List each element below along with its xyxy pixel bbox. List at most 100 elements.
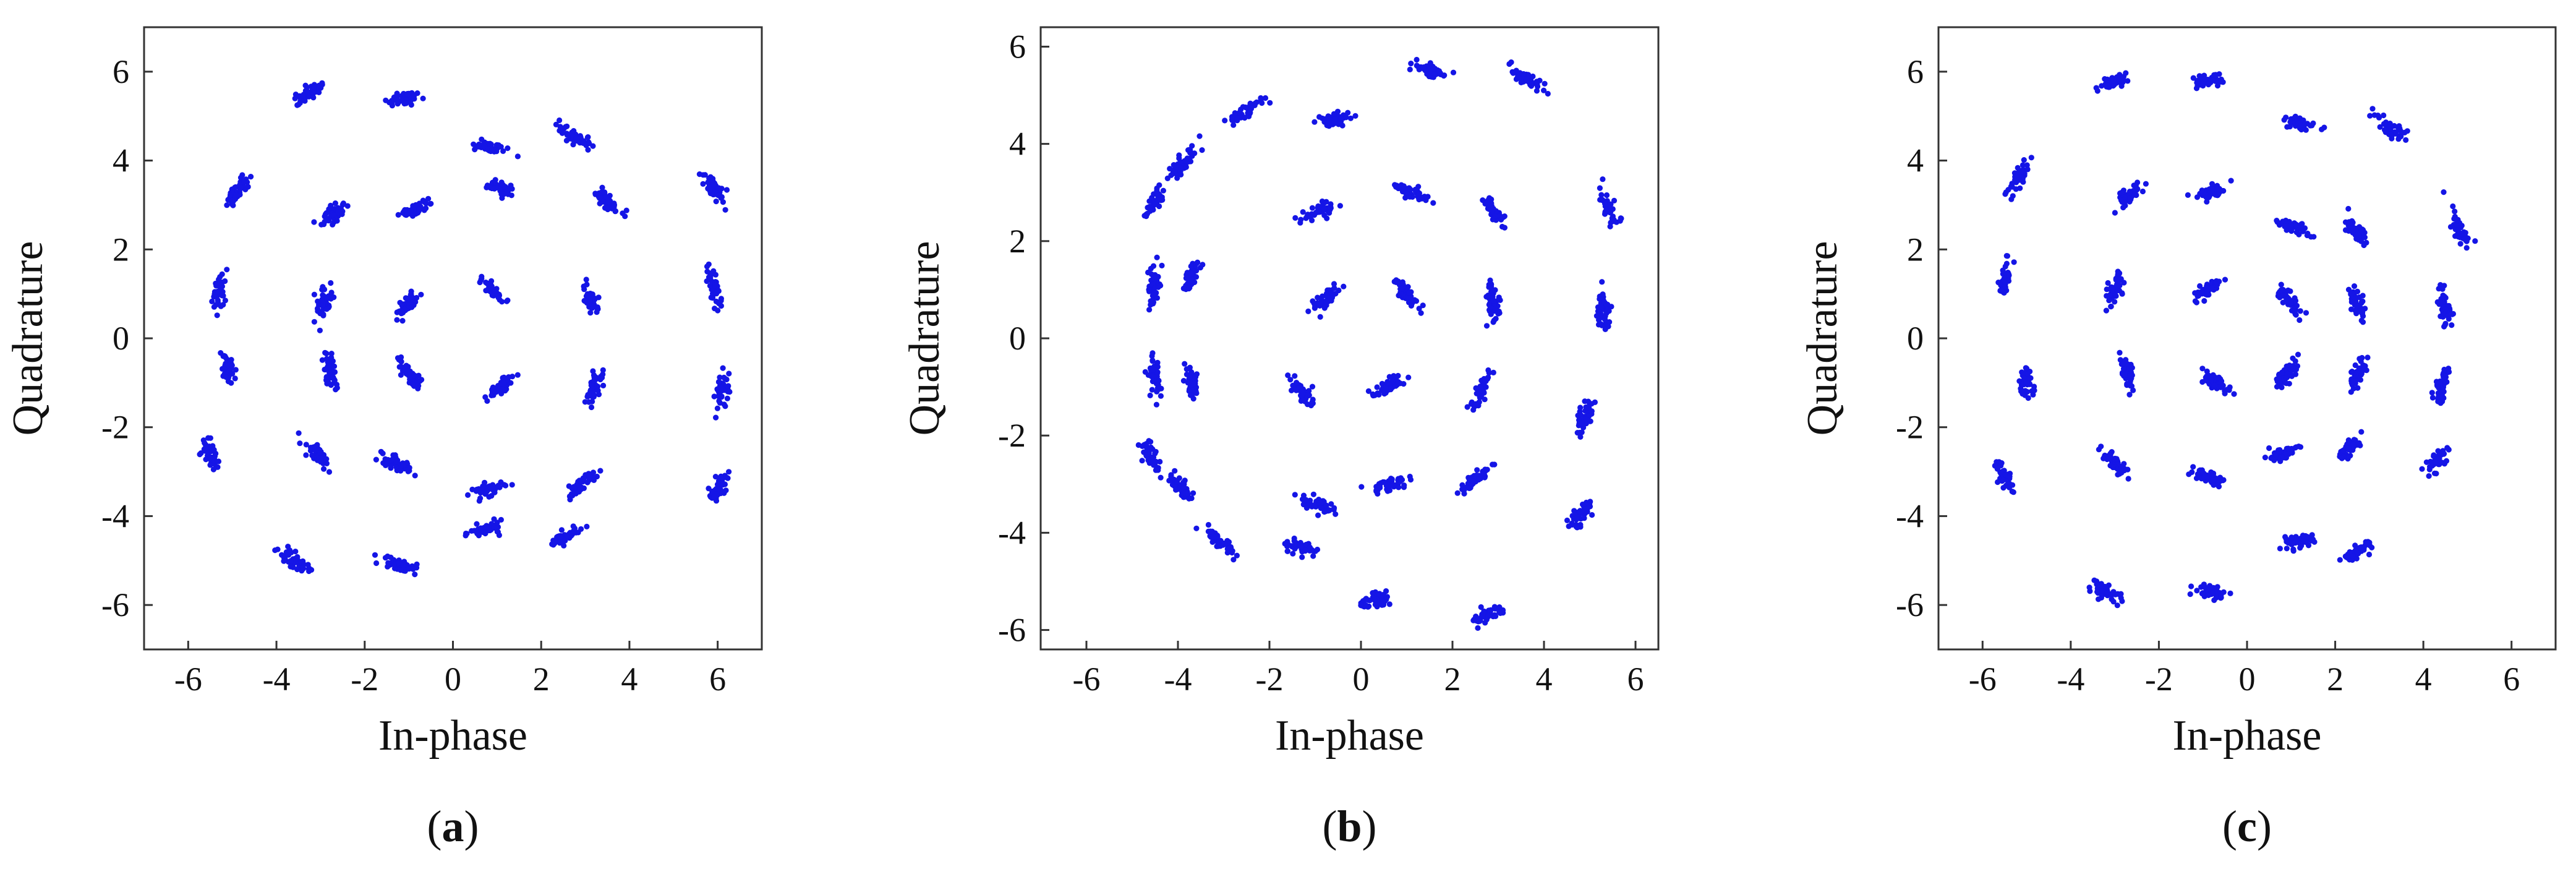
data-point: [1583, 416, 1589, 422]
data-point: [720, 482, 726, 488]
data-point: [2024, 166, 2031, 173]
data-point: [1146, 307, 1153, 313]
data-point: [321, 466, 327, 472]
cluster: [2096, 443, 2131, 482]
cluster: [224, 172, 254, 208]
cluster: [319, 349, 340, 393]
data-point: [222, 298, 228, 304]
data-point: [1148, 298, 1154, 304]
data-point: [416, 372, 422, 379]
data-point: [1376, 392, 1382, 398]
data-point: [2113, 293, 2119, 299]
data-point: [2353, 310, 2360, 317]
cluster: [2112, 179, 2149, 216]
data-point: [2337, 557, 2343, 563]
data-point: [2284, 223, 2290, 229]
data-point: [1587, 418, 1593, 424]
data-point: [237, 174, 244, 181]
data-point: [218, 285, 224, 291]
data-point: [1486, 302, 1492, 308]
data-point: [597, 195, 603, 202]
data-point: [322, 366, 328, 373]
cluster: [549, 523, 590, 549]
data-point: [217, 274, 223, 280]
data-point: [478, 525, 484, 531]
data-point: [2350, 553, 2356, 559]
data-point: [1292, 373, 1298, 379]
data-point: [1528, 81, 1534, 87]
data-point: [1998, 287, 2005, 293]
cluster: [1597, 176, 1624, 229]
data-point: [2353, 236, 2360, 242]
data-point: [2441, 323, 2447, 330]
data-point: [1174, 479, 1180, 486]
data-point: [2118, 190, 2125, 196]
data-point: [1473, 401, 1479, 407]
data-point: [1533, 88, 1540, 94]
data-point: [1302, 547, 1308, 554]
data-point: [2472, 238, 2478, 244]
data-point: [1156, 191, 1162, 197]
data-point: [294, 554, 301, 560]
data-point: [283, 549, 289, 555]
data-point: [2293, 222, 2299, 228]
data-point: [2010, 193, 2016, 199]
data-point: [1399, 279, 1405, 285]
data-point: [2350, 441, 2356, 447]
data-point: [477, 490, 484, 496]
data-point: [227, 192, 234, 199]
data-point: [2434, 299, 2441, 306]
data-point: [1406, 289, 1412, 296]
data-point: [588, 404, 595, 411]
data-point: [1284, 548, 1290, 554]
data-point: [1310, 553, 1316, 559]
panel-a: -6 -4 -2 0 2 4 6 -6 -4 -2 0 2 4 6 In-phase Quadrature (a…: [4, 26, 763, 851]
x-axis-label: In-phase: [1275, 712, 1424, 760]
data-point: [218, 303, 224, 309]
cluster: [292, 80, 325, 108]
data-point: [720, 199, 726, 205]
data-point: [1533, 79, 1540, 85]
y-tick-label: -6: [998, 612, 1026, 649]
data-point: [580, 140, 586, 146]
data-point: [1362, 597, 1368, 603]
data-point: [600, 199, 607, 205]
x-tick-label: -6: [1073, 661, 1101, 698]
data-point: [382, 456, 388, 462]
data-point: [2377, 124, 2383, 130]
data-point: [2452, 233, 2459, 239]
data-point: [398, 567, 404, 573]
data-point: [585, 147, 591, 153]
data-point: [2297, 122, 2303, 129]
data-point: [1589, 512, 1595, 518]
data-point: [712, 474, 719, 480]
data-point: [2187, 591, 2193, 597]
data-point: [2275, 293, 2281, 299]
data-point: [1185, 490, 1191, 497]
data-point: [2199, 291, 2206, 297]
data-point: [2387, 123, 2394, 129]
y-axis-label: Quadrature: [901, 241, 949, 436]
data-point: [1608, 208, 1614, 214]
cluster: [272, 544, 315, 575]
data-point: [710, 182, 717, 188]
data-point: [2005, 481, 2011, 487]
data-point: [510, 374, 516, 380]
cluster: [2016, 365, 2037, 401]
data-point: [1188, 263, 1194, 270]
data-point: [2135, 186, 2141, 192]
data-point: [2112, 591, 2118, 597]
cluster: [395, 195, 434, 219]
data-point: [407, 368, 413, 375]
data-point: [2440, 293, 2446, 299]
data-point: [1600, 291, 1606, 298]
data-point: [1157, 197, 1163, 203]
cluster: [311, 280, 337, 333]
cluster: [471, 136, 521, 160]
data-point: [2439, 387, 2446, 393]
data-point: [1321, 212, 1328, 218]
y-tick-label: -6: [1896, 586, 1924, 623]
data-point: [2119, 77, 2125, 83]
cluster: [1593, 279, 1614, 333]
